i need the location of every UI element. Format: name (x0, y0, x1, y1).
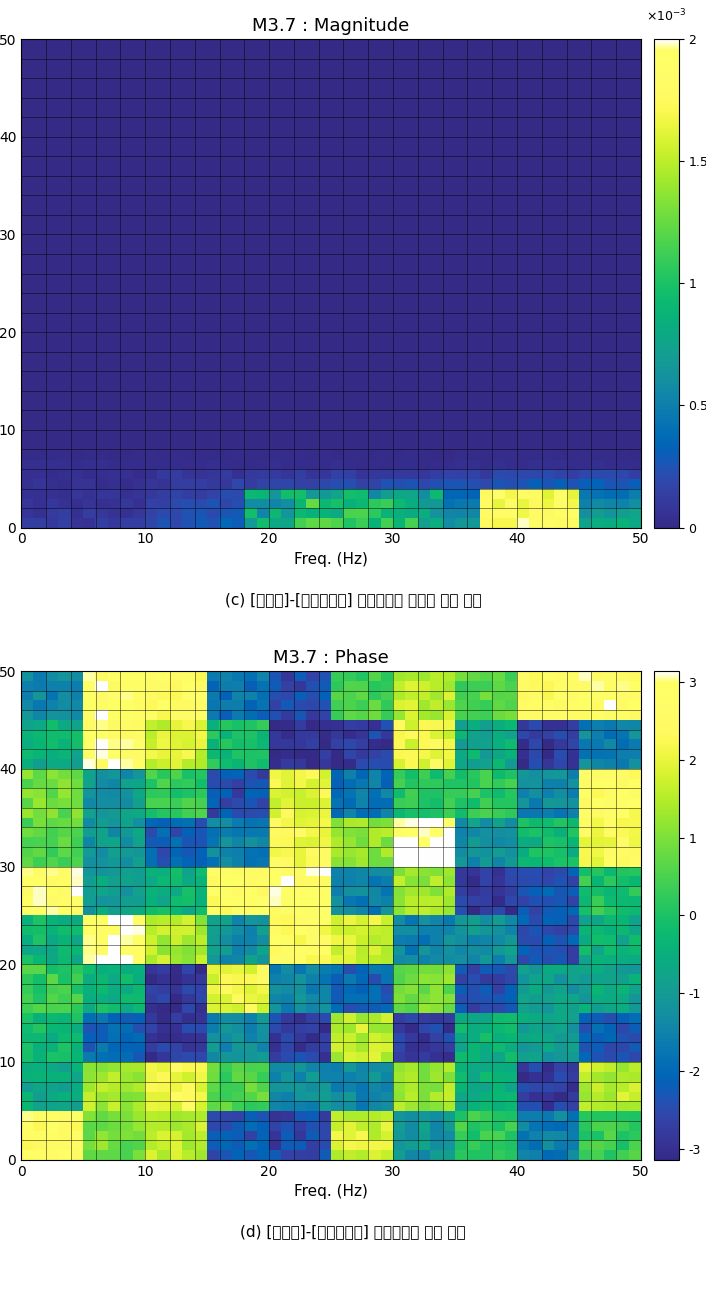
Title: M3.7 : Magnitude: M3.7 : Magnitude (253, 17, 409, 35)
Text: (c) [주파수]-[서브주파수] 영역에서의 에너지 크기 지도: (c) [주파수]-[서브주파수] 영역에서의 에너지 크기 지도 (225, 592, 481, 606)
Text: $\times10^{-3}$: $\times10^{-3}$ (646, 8, 687, 25)
Title: M3.7 : Phase: M3.7 : Phase (273, 649, 389, 667)
X-axis label: Freq. (Hz): Freq. (Hz) (294, 1184, 368, 1200)
Text: (d) [주파수]-[서브주파수] 영역에서의 위상 지도: (d) [주파수]-[서브주파수] 영역에서의 위상 지도 (240, 1224, 466, 1239)
X-axis label: Freq. (Hz): Freq. (Hz) (294, 552, 368, 567)
